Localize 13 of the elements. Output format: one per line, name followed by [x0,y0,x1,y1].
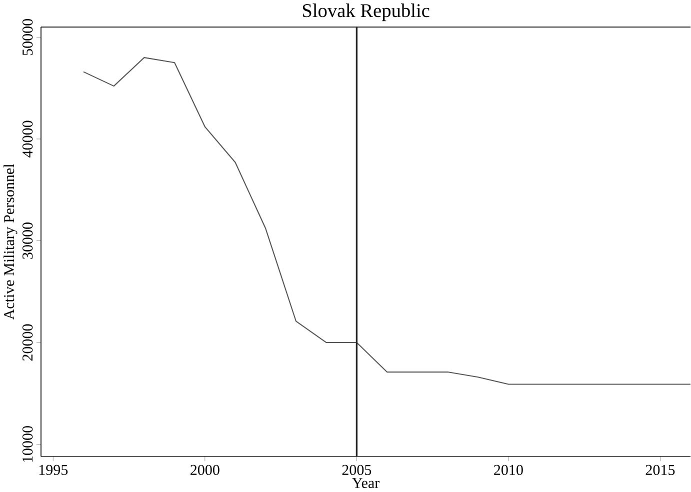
x-axis-title: Year [352,478,380,488]
x-tick-label: 2015 [646,465,675,476]
x-tick-label: 1995 [39,465,68,476]
y-tick-label: 30000 [22,222,33,259]
x-tick-label: 2000 [190,465,220,476]
y-tick-label: 20000 [22,324,33,361]
y-tick-label: 10000 [22,426,33,462]
x-tick-label: 2005 [342,465,372,476]
y-tick-label: 50000 [22,19,33,56]
x-tick-label: 2010 [494,465,523,476]
y-axis-title: Active Military Personnel [4,164,18,320]
y-tick-label: 40000 [22,120,33,158]
chart-title: Slovak Republic [302,4,430,22]
